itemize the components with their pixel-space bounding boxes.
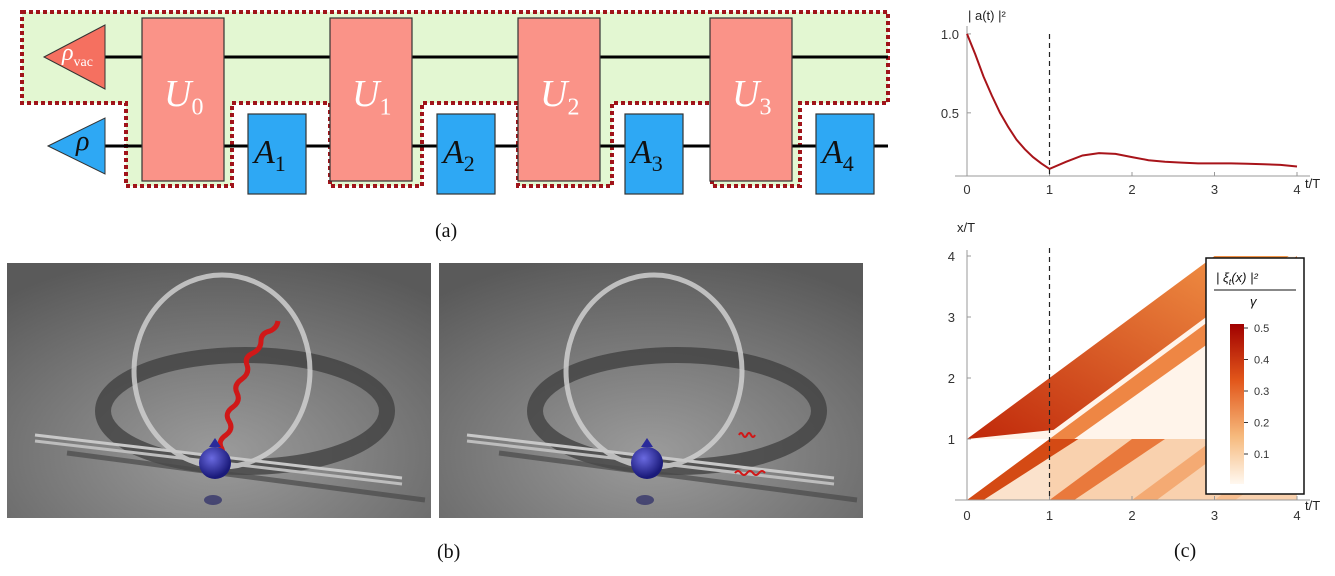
top-xtick-label: 3 [1211, 182, 1218, 197]
colorbar-title-den: γ [1250, 294, 1258, 309]
colorbar-tick-label: 0.5 [1254, 323, 1269, 335]
unitary-label-0: U0 [164, 73, 204, 121]
unitary-block-0 [141, 17, 225, 182]
top-xtick-label: 1 [1046, 182, 1053, 197]
colorbar-legend: | ξt(x) |² γ 0.5 0.4 0.3 0.2 0.1 [1205, 257, 1305, 495]
rho-triangle [46, 117, 106, 175]
panel-c: | a(t) |² t/T 0 1 2 3 4 0.5 1.0 x/T t/T 0 1 2 3 4… [910, 0, 1335, 576]
rho-vac-label: ρvac [62, 40, 93, 70]
bottom-xtick-label: 1 [1046, 508, 1053, 523]
rho-label: ρ [76, 126, 90, 157]
circuit-diagram [20, 10, 890, 195]
colorbar-tick-label: 0.3 [1254, 386, 1269, 398]
render-illustrations [7, 263, 863, 518]
operator-block-4 [815, 113, 875, 195]
colorbar-title-num: | ξt(x) |² [1216, 270, 1258, 287]
top-xtick-label: 0 [963, 182, 970, 197]
render-left [7, 263, 431, 518]
operator-label-1: A1 [254, 134, 286, 176]
colorbar-tick-label: 0.2 [1254, 418, 1269, 430]
render-right [439, 263, 863, 518]
unitary-block-1 [329, 17, 413, 182]
unitary-label-2: U2 [540, 73, 580, 121]
colorbar-tick-label: 0.1 [1254, 449, 1269, 461]
top-chart: | a(t) |² t/T 0 1 2 3 4 0.5 1.0 [941, 8, 1320, 197]
operator-block-2 [436, 113, 496, 195]
bottom-ytick-label: 2 [948, 371, 955, 386]
bottom-ylabel: x/T [957, 220, 975, 235]
colorbar [1230, 324, 1244, 484]
caption-a: (a) [435, 220, 458, 242]
unitary-block-2 [517, 17, 601, 182]
bottom-xtick-label: 3 [1211, 508, 1218, 523]
bottom-ytick-label: 3 [948, 310, 955, 325]
bottom-ytick-label: 1 [948, 432, 955, 447]
operator-block-1 [247, 113, 307, 195]
heatmap-lower-stripe-2 [1049, 439, 1165, 500]
bottom-chart: x/T t/T 0 1 2 3 4 1 2 3 4 | ξt(x) |² γ 0.5 0.4 0.… [948, 220, 1320, 523]
caption-c: (c) [1174, 540, 1197, 562]
panel-b: (b) [7, 263, 887, 563]
caption-b: (b) [437, 541, 461, 563]
top-series-line [966, 33, 1298, 171]
unitary-label-1: U1 [352, 73, 392, 121]
unitary-label-3: U3 [732, 73, 772, 121]
panel-c-charts: | a(t) |² t/T 0 1 2 3 4 0.5 1.0 x/T t/T 0 1 2 3 4… [941, 8, 1320, 523]
colorbar-tick-label: 0.4 [1254, 355, 1269, 367]
rho-vac-triangle [42, 24, 106, 90]
bottom-xlabel: t/T [1305, 498, 1320, 513]
operator-block-3 [624, 113, 684, 195]
bottom-ytick-label: 4 [948, 249, 955, 264]
bottom-xtick-label: 4 [1293, 508, 1300, 523]
top-xlabel: t/T [1305, 176, 1320, 191]
top-ylabel: | a(t) |² [968, 8, 1006, 23]
operator-label-4: A4 [822, 134, 854, 176]
top-ytick-label: 1.0 [941, 27, 959, 42]
operator-label-3: A3 [631, 134, 663, 176]
heatmap-lower-stripe-1 [967, 439, 1079, 500]
bottom-xtick-label: 2 [1128, 508, 1135, 523]
top-xtick-label: 4 [1293, 182, 1300, 197]
panel-a: ρvac ρ U0 U1 U2 U3 A1 A2 A3 A4 (a) [0, 0, 900, 242]
unitary-block-3 [709, 17, 793, 182]
bottom-xtick-label: 0 [963, 508, 970, 523]
top-xtick-label: 2 [1128, 182, 1135, 197]
top-ytick-label: 0.5 [941, 106, 959, 121]
operator-label-2: A2 [443, 134, 475, 176]
